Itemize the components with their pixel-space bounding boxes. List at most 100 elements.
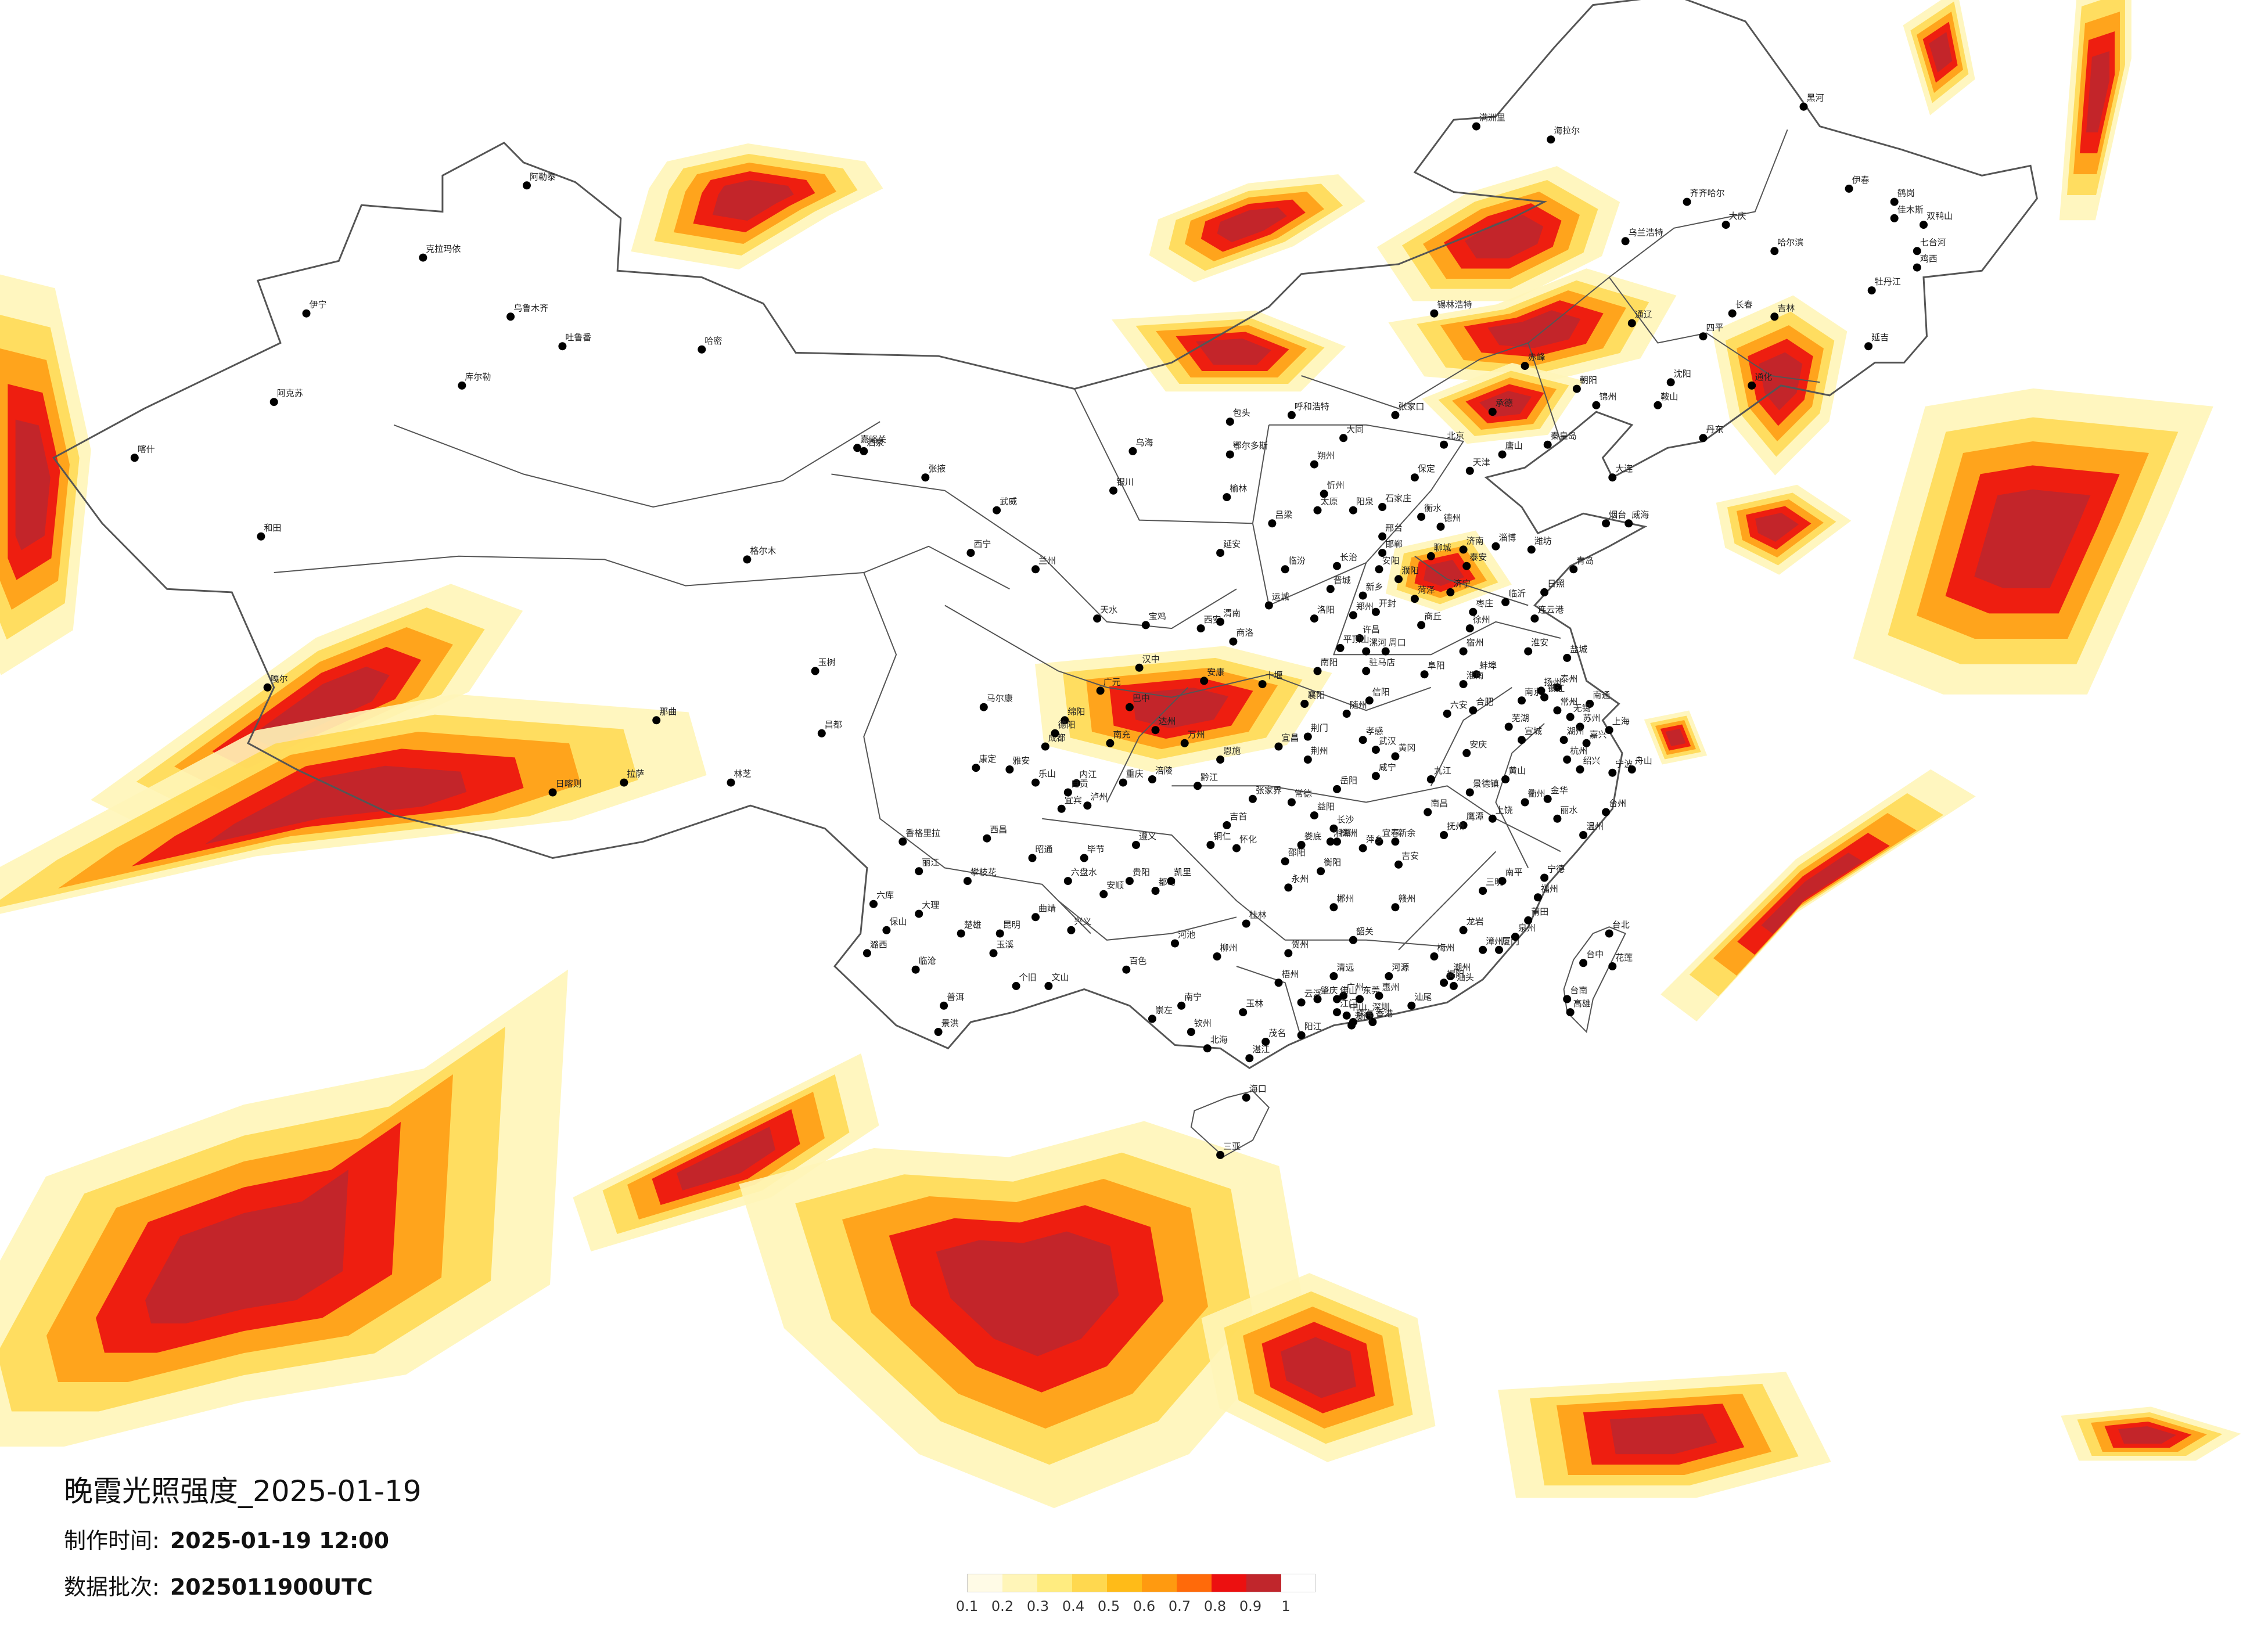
city-label: 朝阳 (1580, 375, 1597, 386)
city-label: 澳门 (1354, 1012, 1372, 1022)
city-marker: 保定 (1410, 463, 1435, 482)
city-marker: 衡水 (1417, 503, 1442, 521)
city-dot (1579, 959, 1588, 967)
city-marker: 佳木斯 (1890, 204, 1924, 222)
city-label: 武汉 (1379, 736, 1396, 746)
city-dot (1125, 703, 1134, 711)
city-marker: 安庆 (1462, 739, 1487, 757)
city-dot (1566, 713, 1575, 721)
city-dot (1135, 663, 1144, 672)
city-dot (911, 965, 920, 974)
city-label: 台北 (1612, 920, 1630, 930)
city-dot (1491, 542, 1500, 551)
city-dot (1242, 1093, 1250, 1102)
city-marker: 平顶山 (1336, 634, 1370, 652)
legend-tick: 0.2 (991, 1598, 1014, 1614)
city-marker: 梅州 (1430, 942, 1454, 961)
city-label: 张家口 (1398, 401, 1424, 412)
city-label: 衢州 (1528, 789, 1545, 799)
city-label: 雅安 (1012, 756, 1030, 766)
city-marker: 淮安 (1524, 638, 1548, 656)
city-dot (1128, 447, 1137, 455)
city-dot (1148, 775, 1156, 783)
city-label: 赣州 (1398, 893, 1415, 904)
city-marker: 淮南 (1459, 670, 1484, 689)
city-marker: 淄博 (1491, 533, 1516, 551)
city-marker: 通辽 (1627, 310, 1652, 328)
city-label: 兰州 (1038, 555, 1056, 566)
city-dot (1274, 742, 1283, 751)
city-label: 台中 (1586, 949, 1604, 959)
city-label: 景德镇 (1473, 779, 1499, 789)
city-marker: 洛阳 (1310, 605, 1335, 623)
province-border (1332, 562, 1561, 656)
city-label: 柳州 (1220, 942, 1238, 953)
province-border (1042, 818, 1447, 948)
city-label: 苏州 (1583, 713, 1601, 724)
city-label: 百色 (1129, 956, 1146, 966)
legend-tick: 0.4 (1062, 1598, 1085, 1614)
city-marker: 河池 (1171, 930, 1195, 948)
city-label: 鞍山 (1660, 391, 1678, 402)
city-label: 凯里 (1174, 867, 1191, 877)
city-marker: 阳泉 (1349, 497, 1374, 515)
city-label: 开封 (1379, 598, 1396, 609)
city-label: 康定 (979, 754, 996, 764)
city-marker: 伊宁 (302, 300, 327, 318)
city-dot (1245, 1054, 1254, 1063)
data-batch-value: 2025011900UTC (170, 1574, 373, 1600)
city-label: 乌海 (1135, 437, 1153, 448)
city-label: 秦皇岛 (1551, 431, 1577, 441)
city-marker: 东莞 (1356, 985, 1380, 1003)
city-label: 临沂 (1508, 588, 1526, 599)
city-dot (1566, 1008, 1575, 1017)
city-label: 保定 (1418, 463, 1435, 474)
city-marker: 杭州 (1563, 746, 1587, 764)
city-marker: 双鸭山 (1920, 211, 1953, 229)
city-label: 格尔木 (750, 545, 776, 556)
city-dot (620, 778, 628, 787)
city-marker: 莆田 (1524, 906, 1548, 924)
legend-swatch (1177, 1574, 1212, 1592)
city-label: 信阳 (1372, 686, 1390, 697)
city-dot (1347, 1021, 1356, 1030)
city-dot (1362, 667, 1371, 675)
city-dot (1627, 765, 1636, 774)
city-label: 吉林 (1777, 303, 1795, 313)
city-marker: 宜昌 (1274, 733, 1299, 751)
city-dot (1459, 821, 1468, 829)
legend-swatch (1037, 1574, 1072, 1592)
city-marker: 长治 (1333, 552, 1357, 570)
city-dot (1469, 607, 1478, 616)
city-label: 郴州 (1336, 893, 1354, 904)
city-dot (993, 506, 1001, 515)
city-dot (1867, 286, 1876, 295)
city-marker: 玉溪 (989, 939, 1014, 958)
city-dot (1119, 778, 1127, 787)
glow-intensity-area (15, 419, 51, 551)
city-dot (1465, 624, 1474, 633)
city-dot (1281, 857, 1289, 866)
city-marker: 衡阳 (1317, 857, 1341, 876)
city-dot (1845, 184, 1853, 193)
city-marker: 武汉 (1371, 736, 1396, 754)
legend-tick: 0.8 (1203, 1598, 1227, 1614)
city-marker: 七台河 (1913, 237, 1946, 256)
city-label: 濮阳 (1401, 565, 1419, 575)
city-dot (1083, 801, 1092, 810)
city-marker: 临沂 (1501, 588, 1526, 606)
city-marker: 个旧 (1012, 972, 1037, 990)
city-marker: 怀化 (1232, 834, 1257, 852)
glow-intensity-area (1755, 513, 1799, 542)
city-dot (1410, 595, 1419, 603)
glow-intensity-area (1217, 207, 1287, 243)
city-label: 高雄 (1573, 998, 1591, 1009)
city-label: 长春 (1735, 300, 1753, 310)
city-label: 菏泽 (1418, 585, 1435, 595)
city-marker: 武威 (993, 497, 1017, 515)
city-marker: 涪陵 (1148, 765, 1173, 783)
city-dot (1041, 742, 1049, 751)
city-marker: 开封 (1371, 598, 1396, 616)
city-dot (743, 555, 752, 564)
city-label: 南通 (1593, 690, 1610, 700)
